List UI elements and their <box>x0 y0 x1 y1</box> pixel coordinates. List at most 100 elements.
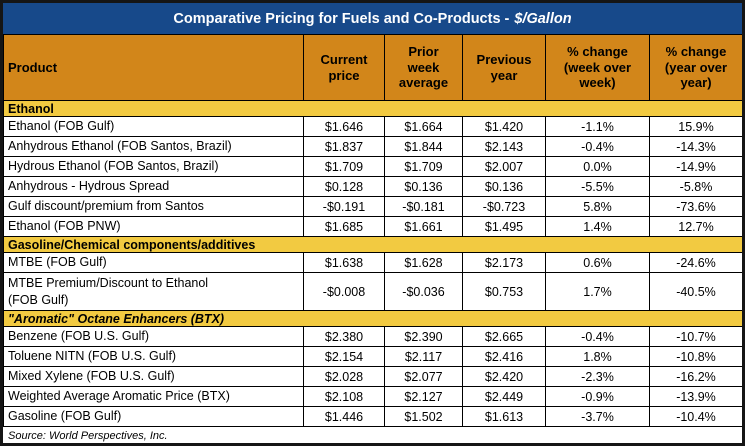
previous-year-cell: $2.420 <box>462 366 546 387</box>
prior-week-cell: $1.661 <box>384 216 463 237</box>
product-cell: Gasoline (FOB Gulf) <box>3 406 304 427</box>
yoy-change-cell: -40.5% <box>649 272 742 311</box>
table-row: MTBE (FOB Gulf) $1.638 $1.628 $2.173 0.6… <box>3 252 742 273</box>
current-price-cell: -$0.191 <box>303 196 385 217</box>
prior-week-cell: $2.127 <box>384 386 463 407</box>
table-row: Ethanol (FOB Gulf) $1.646 $1.664 $1.420 … <box>3 116 742 137</box>
yoy-change-cell: -14.3% <box>649 136 742 157</box>
wow-change-cell: -5.5% <box>545 176 650 197</box>
previous-year-cell: $1.613 <box>462 406 546 427</box>
column-header-row: Product Current price Prior week average… <box>3 34 742 101</box>
product-cell: MTBE Premium/Discount to Ethanol (FOB Gu… <box>3 272 304 311</box>
table-row: Toluene NITN (FOB U.S. Gulf) $2.154 $2.1… <box>3 346 742 367</box>
table-title-bar: Comparative Pricing for Fuels and Co-Pro… <box>3 3 742 34</box>
previous-year-cell: $0.753 <box>462 272 546 311</box>
yoy-change-cell: -24.6% <box>649 252 742 273</box>
prior-week-cell: $2.077 <box>384 366 463 387</box>
product-cell: Mixed Xylene (FOB U.S. Gulf) <box>3 366 304 387</box>
section-label: Gasoline/Chemical components/additives <box>3 236 742 253</box>
previous-year-cell: $2.007 <box>462 156 546 177</box>
product-cell: Toluene NITN (FOB U.S. Gulf) <box>3 346 304 367</box>
product-cell: Weighted Average Aromatic Price (BTX) <box>3 386 304 407</box>
prior-week-cell: -$0.181 <box>384 196 463 217</box>
yoy-change-cell: -10.7% <box>649 326 742 347</box>
col-header-previous-year: Previous year <box>462 34 546 101</box>
table-row: Gulf discount/premium from Santos -$0.19… <box>3 196 742 217</box>
previous-year-cell: $1.495 <box>462 216 546 237</box>
current-price-cell: -$0.008 <box>303 272 385 311</box>
wow-change-cell: 1.8% <box>545 346 650 367</box>
yoy-change-cell: -13.9% <box>649 386 742 407</box>
yoy-change-cell: -5.8% <box>649 176 742 197</box>
wow-change-cell: -0.4% <box>545 136 650 157</box>
wow-change-cell: -1.1% <box>545 116 650 137</box>
previous-year-cell: $2.173 <box>462 252 546 273</box>
previous-year-cell: $0.136 <box>462 176 546 197</box>
product-cell: MTBE (FOB Gulf) <box>3 252 304 273</box>
product-cell: Benzene (FOB U.S. Gulf) <box>3 326 304 347</box>
wow-change-cell: 5.8% <box>545 196 650 217</box>
table-title-unit: $/Gallon <box>514 10 572 27</box>
prior-week-cell: $1.502 <box>384 406 463 427</box>
current-price-cell: $2.028 <box>303 366 385 387</box>
current-price-cell: $1.638 <box>303 252 385 273</box>
yoy-change-cell: -14.9% <box>649 156 742 177</box>
col-header-pct-change-wow: % change (week over week) <box>545 34 650 101</box>
current-price-cell: $1.837 <box>303 136 385 157</box>
yoy-change-cell: -10.4% <box>649 406 742 427</box>
col-header-prior-week-average: Prior week average <box>384 34 463 101</box>
table-row: Weighted Average Aromatic Price (BTX) $2… <box>3 386 742 407</box>
wow-change-cell: 1.7% <box>545 272 650 311</box>
current-price-cell: $0.128 <box>303 176 385 197</box>
table-row: Anhydrous Ethanol (FOB Santos, Brazil) $… <box>3 136 742 157</box>
table-row: Anhydrous - Hydrous Spread $0.128 $0.136… <box>3 176 742 197</box>
yoy-change-cell: -10.8% <box>649 346 742 367</box>
prior-week-cell: $1.844 <box>384 136 463 157</box>
previous-year-cell: $2.143 <box>462 136 546 157</box>
col-header-product: Product <box>3 34 304 101</box>
current-price-cell: $1.709 <box>303 156 385 177</box>
wow-change-cell: -0.4% <box>545 326 650 347</box>
yoy-change-cell: 12.7% <box>649 216 742 237</box>
prior-week-cell: $0.136 <box>384 176 463 197</box>
table-row: MTBE Premium/Discount to Ethanol (FOB Gu… <box>3 272 742 311</box>
previous-year-cell: $2.665 <box>462 326 546 347</box>
wow-change-cell: -3.7% <box>545 406 650 427</box>
pricing-table: Product Current price Prior week average… <box>3 34 742 427</box>
table-row: Hydrous Ethanol (FOB Santos, Brazil) $1.… <box>3 156 742 177</box>
wow-change-cell: 0.6% <box>545 252 650 273</box>
section-header-row-gasoline-chemical: Gasoline/Chemical components/additives <box>3 236 742 253</box>
current-price-cell: $2.380 <box>303 326 385 347</box>
previous-year-cell: $1.420 <box>462 116 546 137</box>
previous-year-cell: $2.416 <box>462 346 546 367</box>
prior-week-cell: $1.664 <box>384 116 463 137</box>
col-header-current-price: Current price <box>303 34 385 101</box>
section-label: Ethanol <box>3 100 742 117</box>
current-price-cell: $1.685 <box>303 216 385 237</box>
previous-year-cell: -$0.723 <box>462 196 546 217</box>
product-cell: Anhydrous - Hydrous Spread <box>3 176 304 197</box>
product-cell: Gulf discount/premium from Santos <box>3 196 304 217</box>
yoy-change-cell: 15.9% <box>649 116 742 137</box>
yoy-change-cell: -73.6% <box>649 196 742 217</box>
source-note: Source: World Perspectives, Inc. <box>8 430 168 442</box>
product-cell: Ethanol (FOB PNW) <box>3 216 304 237</box>
yoy-change-cell: -16.2% <box>649 366 742 387</box>
prior-week-cell: $1.628 <box>384 252 463 273</box>
product-cell: Ethanol (FOB Gulf) <box>3 116 304 137</box>
current-price-cell: $2.108 <box>303 386 385 407</box>
product-cell: Anhydrous Ethanol (FOB Santos, Brazil) <box>3 136 304 157</box>
table-row: Gasoline (FOB Gulf) $1.446 $1.502 $1.613… <box>3 406 742 427</box>
current-price-cell: $1.646 <box>303 116 385 137</box>
current-price-cell: $1.446 <box>303 406 385 427</box>
prior-week-cell: -$0.036 <box>384 272 463 311</box>
wow-change-cell: 0.0% <box>545 156 650 177</box>
prior-week-cell: $2.117 <box>384 346 463 367</box>
wow-change-cell: -2.3% <box>545 366 650 387</box>
col-header-pct-change-yoy: % change (year over year) <box>649 34 742 101</box>
table-row: Mixed Xylene (FOB U.S. Gulf) $2.028 $2.0… <box>3 366 742 387</box>
section-header-row-aromatic-btx: "Aromatic" Octane Enhancers (BTX) <box>3 310 742 327</box>
prior-week-cell: $2.390 <box>384 326 463 347</box>
prior-week-cell: $1.709 <box>384 156 463 177</box>
